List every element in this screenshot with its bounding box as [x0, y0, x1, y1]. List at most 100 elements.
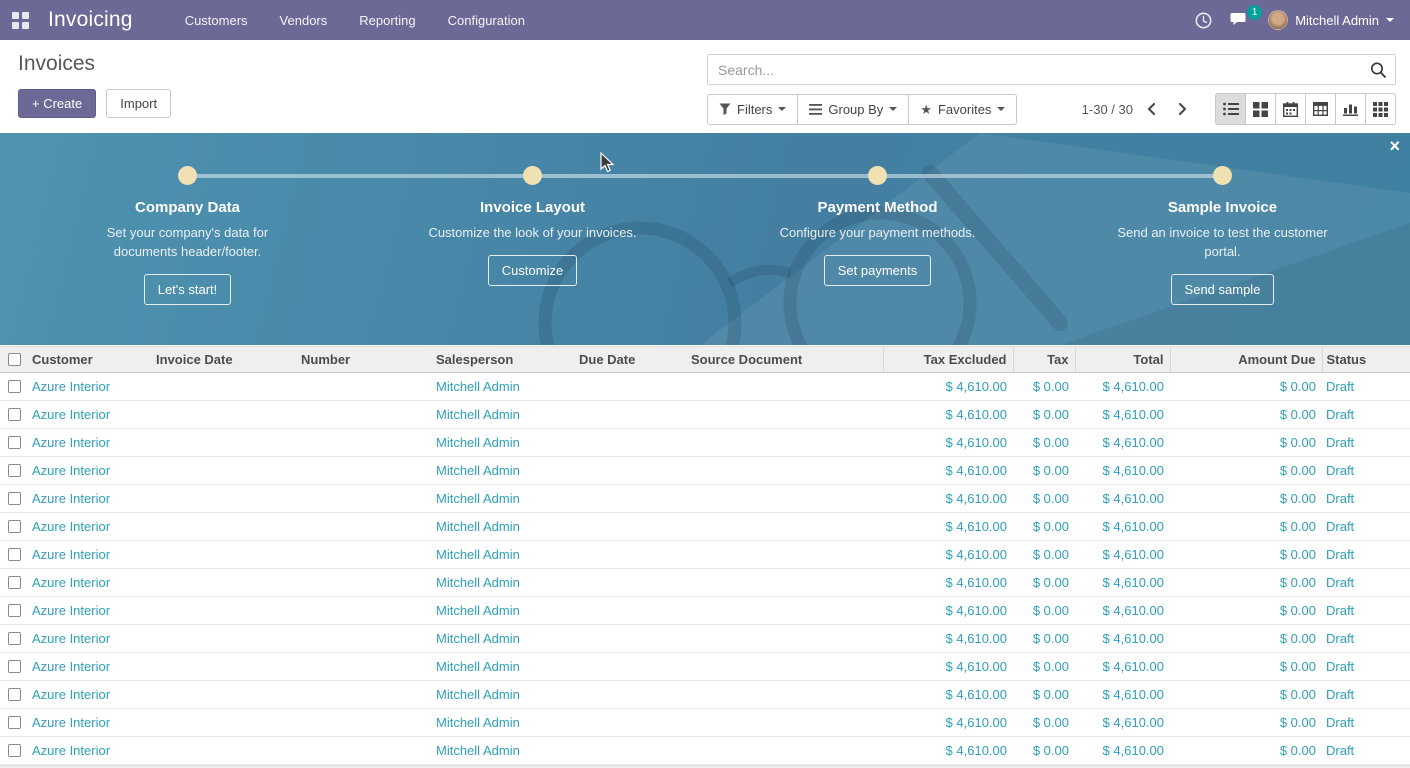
tax-cell[interactable]: $ 0.00 — [1013, 736, 1075, 765]
total-cell[interactable]: $ 4,610.00 — [1075, 484, 1170, 513]
customer-cell[interactable]: Azure Interior — [28, 708, 152, 737]
amount-due-cell[interactable]: $ 0.00 — [1170, 372, 1322, 401]
number-cell[interactable] — [297, 512, 432, 541]
salesperson-cell[interactable]: Mitchell Admin — [432, 568, 575, 597]
customer-cell[interactable]: Azure Interior — [28, 512, 152, 541]
salesperson-cell[interactable]: Mitchell Admin — [432, 456, 575, 485]
nav-menu-item[interactable]: Vendors — [279, 12, 328, 28]
column-header[interactable]: Tax — [1013, 346, 1076, 373]
amount-due-cell[interactable]: $ 0.00 — [1170, 400, 1322, 429]
status-cell[interactable]: Draft — [1322, 372, 1410, 401]
number-cell[interactable] — [297, 736, 432, 765]
row-checkbox[interactable] — [8, 716, 21, 729]
status-cell[interactable]: Draft — [1322, 624, 1410, 653]
column-header[interactable]: Number — [297, 346, 432, 373]
column-header[interactable]: Tax Excluded — [883, 346, 1014, 373]
amount-due-cell[interactable]: $ 0.00 — [1170, 512, 1322, 541]
status-cell[interactable]: Draft — [1322, 736, 1410, 765]
pivot-view-button[interactable] — [1305, 93, 1336, 125]
total-cell[interactable]: $ 4,610.00 — [1075, 456, 1170, 485]
invoice-date-cell[interactable] — [152, 680, 297, 709]
status-cell[interactable]: Draft — [1322, 428, 1410, 457]
status-cell[interactable]: Draft — [1322, 652, 1410, 681]
source-document-cell[interactable] — [687, 484, 883, 513]
row-checkbox[interactable] — [8, 520, 21, 533]
status-cell[interactable]: Draft — [1322, 512, 1410, 541]
number-cell[interactable] — [297, 708, 432, 737]
salesperson-cell[interactable]: Mitchell Admin — [432, 736, 575, 765]
due-date-cell[interactable] — [575, 680, 687, 709]
amount-due-cell[interactable]: $ 0.00 — [1170, 680, 1322, 709]
tax-excluded-cell[interactable]: $ 4,610.00 — [883, 400, 1013, 429]
tax-cell[interactable]: $ 0.00 — [1013, 484, 1075, 513]
tax-excluded-cell[interactable]: $ 4,610.00 — [883, 596, 1013, 625]
tax-cell[interactable]: $ 0.00 — [1013, 428, 1075, 457]
customer-cell[interactable]: Azure Interior — [28, 736, 152, 765]
step-action-button[interactable]: Set payments — [823, 255, 932, 286]
number-cell[interactable] — [297, 456, 432, 485]
status-cell[interactable]: Draft — [1322, 708, 1410, 737]
customer-cell[interactable]: Azure Interior — [28, 540, 152, 569]
row-checkbox[interactable] — [8, 436, 21, 449]
column-header[interactable]: Invoice Date — [152, 346, 297, 373]
list-view-button[interactable] — [1215, 93, 1246, 125]
row-checkbox[interactable] — [8, 604, 21, 617]
source-document-cell[interactable] — [687, 512, 883, 541]
due-date-cell[interactable] — [575, 484, 687, 513]
due-date-cell[interactable] — [575, 736, 687, 765]
column-header[interactable]: Due Date — [575, 346, 687, 373]
source-document-cell[interactable] — [687, 456, 883, 485]
user-menu[interactable]: Mitchell Admin — [1268, 10, 1394, 30]
total-cell[interactable]: $ 4,610.00 — [1075, 428, 1170, 457]
apps-menu-button[interactable] — [0, 11, 40, 29]
salesperson-cell[interactable]: Mitchell Admin — [432, 596, 575, 625]
tax-excluded-cell[interactable]: $ 4,610.00 — [883, 736, 1013, 765]
total-cell[interactable]: $ 4,610.00 — [1075, 596, 1170, 625]
total-cell[interactable]: $ 4,610.00 — [1075, 372, 1170, 401]
amount-due-cell[interactable]: $ 0.00 — [1170, 484, 1322, 513]
step-action-button[interactable]: Let's start! — [143, 274, 232, 305]
step-action-button[interactable]: Send sample — [1170, 274, 1275, 305]
source-document-cell[interactable] — [687, 428, 883, 457]
tax-cell[interactable]: $ 0.00 — [1013, 652, 1075, 681]
row-checkbox[interactable] — [8, 632, 21, 645]
number-cell[interactable] — [297, 680, 432, 709]
source-document-cell[interactable] — [687, 624, 883, 653]
due-date-cell[interactable] — [575, 652, 687, 681]
select-all-header[interactable] — [0, 346, 28, 373]
salesperson-cell[interactable]: Mitchell Admin — [432, 652, 575, 681]
tax-excluded-cell[interactable]: $ 4,610.00 — [883, 428, 1013, 457]
salesperson-cell[interactable]: Mitchell Admin — [432, 624, 575, 653]
number-cell[interactable] — [297, 624, 432, 653]
total-cell[interactable]: $ 4,610.00 — [1075, 708, 1170, 737]
number-cell[interactable] — [297, 484, 432, 513]
favorites-button[interactable]: ★ Favorites — [908, 93, 1018, 125]
due-date-cell[interactable] — [575, 400, 687, 429]
tax-excluded-cell[interactable]: $ 4,610.00 — [883, 372, 1013, 401]
status-cell[interactable]: Draft — [1322, 596, 1410, 625]
invoice-date-cell[interactable] — [152, 400, 297, 429]
salesperson-cell[interactable]: Mitchell Admin — [432, 484, 575, 513]
total-cell[interactable]: $ 4,610.00 — [1075, 680, 1170, 709]
number-cell[interactable] — [297, 400, 432, 429]
step-action-button[interactable]: Customize — [487, 255, 578, 286]
tax-excluded-cell[interactable]: $ 4,610.00 — [883, 568, 1013, 597]
tax-excluded-cell[interactable]: $ 4,610.00 — [883, 624, 1013, 653]
invoice-date-cell[interactable] — [152, 484, 297, 513]
status-cell[interactable]: Draft — [1322, 400, 1410, 429]
salesperson-cell[interactable]: Mitchell Admin — [432, 428, 575, 457]
kanban-view-button[interactable] — [1245, 93, 1276, 125]
total-cell[interactable]: $ 4,610.00 — [1075, 652, 1170, 681]
invoice-date-cell[interactable] — [152, 540, 297, 569]
amount-due-cell[interactable]: $ 0.00 — [1170, 568, 1322, 597]
amount-due-cell[interactable]: $ 0.00 — [1170, 624, 1322, 653]
number-cell[interactable] — [297, 596, 432, 625]
customer-cell[interactable]: Azure Interior — [28, 568, 152, 597]
tax-cell[interactable]: $ 0.00 — [1013, 372, 1075, 401]
salesperson-cell[interactable]: Mitchell Admin — [432, 708, 575, 737]
customer-cell[interactable]: Azure Interior — [28, 596, 152, 625]
salesperson-cell[interactable]: Mitchell Admin — [432, 512, 575, 541]
graph-view-button[interactable] — [1335, 93, 1366, 125]
invoice-date-cell[interactable] — [152, 596, 297, 625]
number-cell[interactable] — [297, 568, 432, 597]
